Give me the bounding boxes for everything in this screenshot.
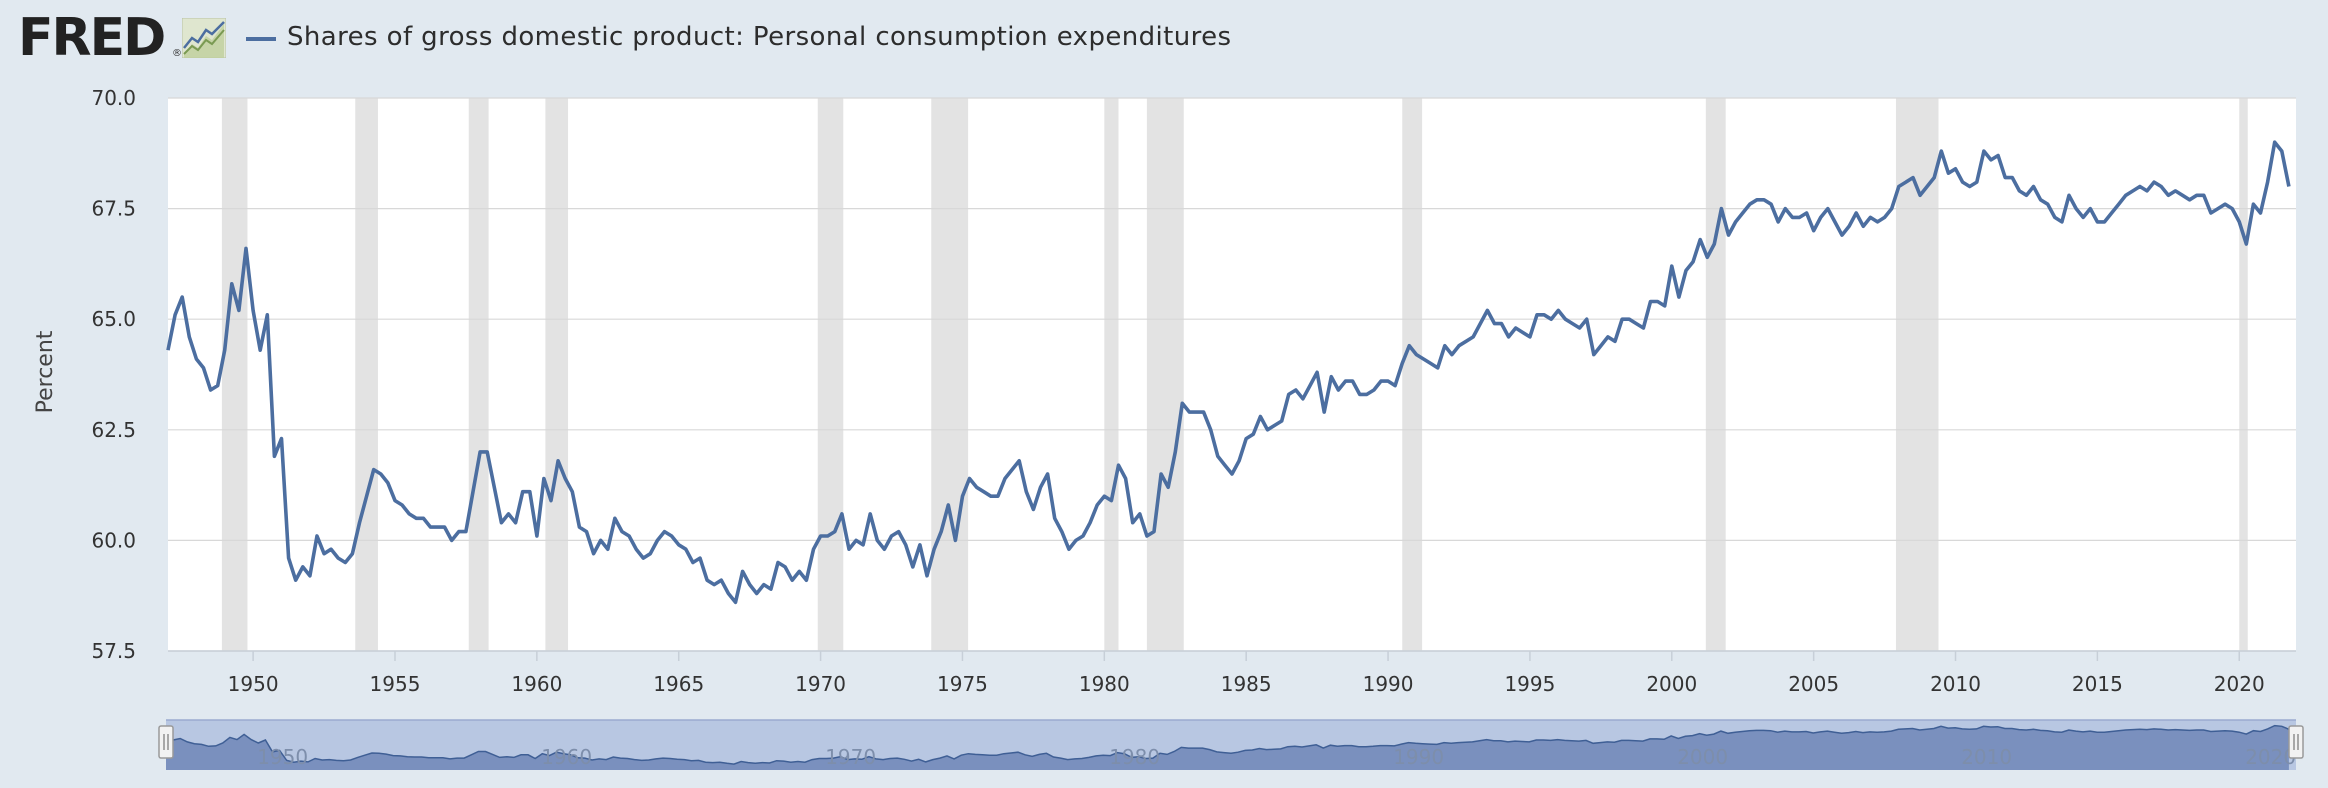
- registered-mark: ®: [172, 48, 182, 59]
- x-tick-label: 1985: [1221, 672, 1272, 696]
- x-tick-label: 2015: [2072, 672, 2123, 696]
- navigator-left-handle[interactable]: [158, 725, 174, 759]
- chart-header: FRED ® Shares of gross domestic product:…: [0, 0, 2328, 80]
- line-chart-icon: [182, 18, 226, 58]
- range-navigator[interactable]: 1950 1960 1970 1980 1990 2000 2010 2020: [158, 719, 2304, 770]
- x-tick-label: 2000: [1646, 672, 1697, 696]
- recession-band: [1146, 98, 1184, 651]
- recession-band: [468, 98, 489, 651]
- y-tick-label: 57.5: [91, 639, 136, 663]
- y-tick-label: 70.0: [91, 86, 136, 110]
- recession-band: [355, 98, 378, 651]
- navigator-tick-label: 1970: [825, 745, 876, 769]
- navigator-tick-label: 1950: [257, 745, 308, 769]
- recession-band: [2239, 98, 2248, 651]
- navigator-tick-label: 1980: [1109, 745, 1160, 769]
- x-axis: 1950 1955 1960 1965 1970 1975 1980 1985 1990 1995…: [168, 650, 2296, 696]
- grip-handle-icon[interactable]: [158, 725, 174, 759]
- navigator-tick-label: 1960: [541, 745, 592, 769]
- x-tick-label: 1975: [937, 672, 988, 696]
- legend-series-title[interactable]: Shares of gross domestic product: Person…: [287, 22, 1232, 52]
- recession-band: [545, 98, 569, 651]
- series-layer: [166, 140, 2291, 605]
- recession-band: [1402, 98, 1423, 651]
- navigator-tick-label: 1990: [1393, 745, 1444, 769]
- navigator-tick-label: 2020: [2245, 745, 2296, 769]
- navigator-right-handle[interactable]: [2288, 725, 2304, 759]
- y-tick-label: 60.0: [91, 528, 136, 552]
- x-tick-label: 1955: [370, 672, 421, 696]
- recession-band: [1705, 98, 1726, 651]
- x-tick-label: 1980: [1079, 672, 1130, 696]
- fred-logo[interactable]: FRED: [18, 8, 166, 68]
- recession-band: [221, 98, 248, 651]
- navigator-line: [165, 724, 2290, 765]
- y-tick-label: 62.5: [91, 418, 136, 442]
- navigator-area: [166, 725, 2289, 770]
- y-tick-label: 65.0: [91, 307, 136, 331]
- x-tick-label: 2020: [2214, 672, 2265, 696]
- x-tick-label: 2005: [1788, 672, 1839, 696]
- plot-area: [168, 98, 2296, 651]
- x-tick-label: 1960: [511, 672, 562, 696]
- legend-swatch: [246, 37, 276, 41]
- x-tick-label: 2010: [1930, 672, 1981, 696]
- navigator-tick-label: 2010: [1961, 745, 2012, 769]
- recession-band: [931, 98, 969, 651]
- recession-band: [817, 98, 844, 651]
- navigator-tick-label: 2000: [1677, 745, 1728, 769]
- x-tick-label: 1965: [653, 672, 704, 696]
- grip-handle-icon[interactable]: [2288, 725, 2304, 759]
- recession-band: [1104, 98, 1119, 651]
- x-tick-label: 1995: [1504, 672, 1555, 696]
- x-tick-label: 1970: [795, 672, 846, 696]
- x-tick-label: 1990: [1363, 672, 1414, 696]
- y-axis: 70.0 67.5 65.0 62.5 60.0 57.5: [91, 86, 136, 663]
- plot-background: [168, 98, 2296, 651]
- x-tick-label: 1950: [228, 672, 279, 696]
- y-tick-label: 67.5: [91, 197, 136, 221]
- series-line[interactable]: [166, 140, 2291, 605]
- y-axis-label: Percent: [33, 330, 58, 413]
